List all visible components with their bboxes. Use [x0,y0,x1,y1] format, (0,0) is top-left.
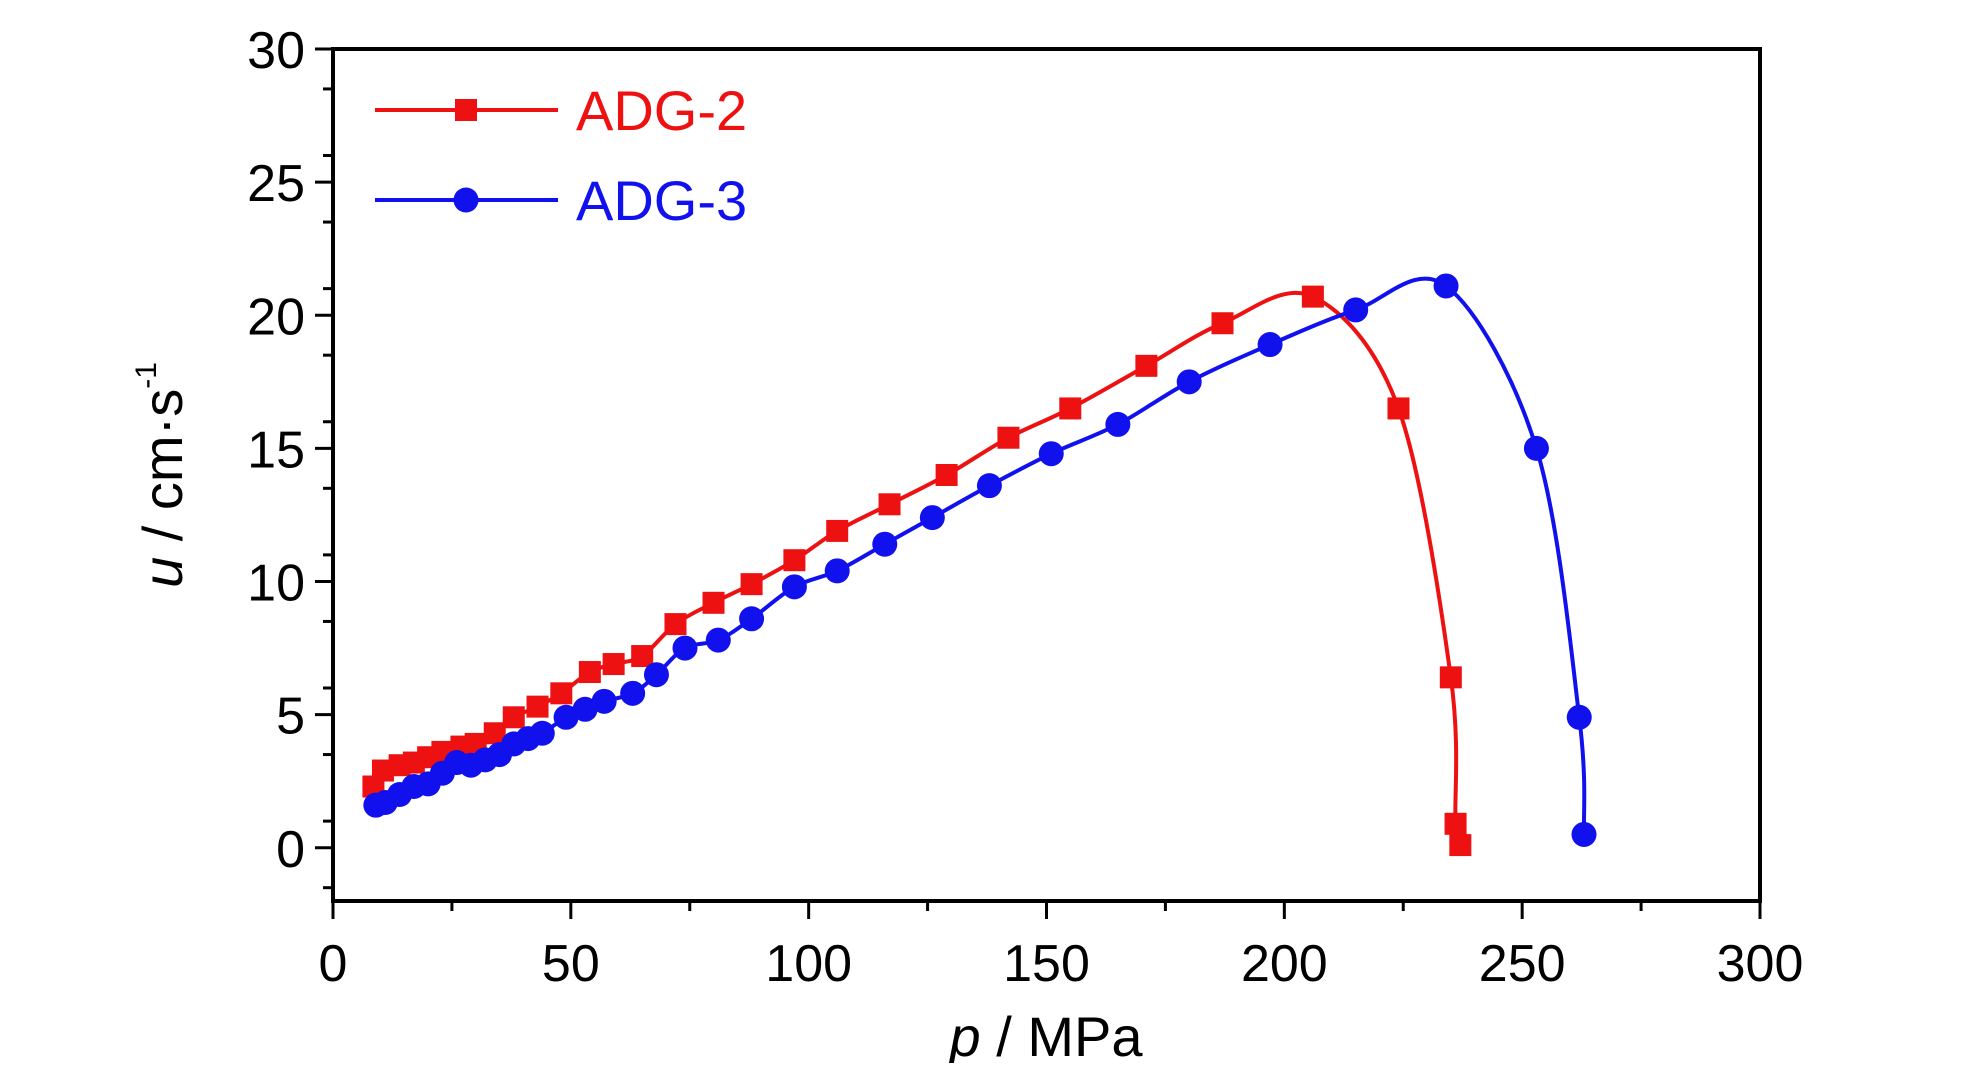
data-point-ADG-3 [781,574,807,600]
data-point-ADG-3 [643,662,669,688]
data-point-ADG-2 [1387,397,1410,420]
y-tick-label: 20 [247,288,305,346]
data-point-ADG-3 [1571,821,1597,847]
data-point-ADG-2 [1211,312,1234,335]
series-ADG-2 [362,285,1472,857]
data-point-ADG-3 [672,635,698,661]
data-point-ADG-2 [740,573,763,596]
legend: ADG-2 ADG-3 [375,79,747,232]
y-tick-label: 25 [247,155,305,213]
x-tick-label: 200 [1241,935,1328,993]
data-point-ADG-3 [824,558,850,584]
x-axis: 0 50 100 150 200 250 300 [319,901,1804,993]
y-tick-label: 5 [276,688,305,746]
data-point-ADG-2 [483,722,506,745]
data-point-ADG-3 [1433,273,1459,299]
data-point-ADG-2 [1449,834,1472,857]
y-tick-label: 15 [247,421,305,479]
data-point-ADG-2 [783,549,806,572]
data-point-ADG-2 [1444,812,1467,835]
data-point-ADG-3 [1038,441,1064,467]
data-point-ADG-3 [739,606,765,632]
y-axis-exponent: -1 [130,362,163,389]
data-point-ADG-2 [578,661,601,684]
y-axis: 0 5 10 15 20 25 30 [247,22,333,890]
data-point-ADG-2 [1135,354,1158,377]
data-point-ADG-2 [550,682,573,705]
data-point-ADG-3 [1257,332,1283,358]
data-point-ADG-2 [664,613,687,636]
data-point-ADG-3 [1176,369,1202,395]
plot-frame [331,47,1762,903]
series-line-ADG-2 [371,290,1463,847]
data-point-ADG-2 [935,464,958,486]
y-tick-label: 10 [247,555,305,613]
data-point-ADG-2 [631,645,654,668]
series-layer [362,273,1597,857]
x-axis-title: p / MPa [948,1005,1144,1063]
data-point-ADG-3 [591,688,617,714]
y-axis-title: u / cm·s-1 [130,362,194,588]
legend-marker [455,99,477,121]
x-axis-variable: p [948,1005,981,1063]
y-tick-label: 0 [276,821,305,879]
data-point-ADG-3 [705,627,731,653]
data-point-ADG-2 [878,493,901,516]
x-tick-label: 250 [1479,935,1566,993]
x-tick-label: 50 [542,935,600,993]
x-tick-label: 0 [319,935,348,993]
data-point-ADG-2 [997,426,1020,449]
x-tick-label: 100 [765,935,852,993]
y-tick-label: 30 [247,22,305,80]
y-axis-unit: / cm·s [131,389,194,557]
data-point-ADG-2 [702,591,725,614]
y-axis-variable: u [131,557,194,588]
x-tick-label: 150 [1003,935,1090,993]
data-point-ADG-3 [529,720,555,746]
data-point-ADG-2 [526,695,549,718]
data-point-ADG-2 [1301,285,1324,308]
data-point-ADG-3 [872,531,898,557]
x-axis-unit: / MPa [981,1005,1144,1063]
data-point-ADG-3 [1566,704,1592,730]
legend-item-ADG-3: ADG-3 [375,169,747,232]
data-point-ADG-3 [620,680,646,706]
legend-marker [453,187,479,213]
data-point-ADG-3 [572,696,598,722]
data-point-ADG-2 [1059,397,1082,420]
series-ADG-3 [363,273,1597,847]
legend-label: ADG-3 [576,169,747,232]
data-point-ADG-2 [826,519,849,542]
x-tick-label: 300 [1717,935,1804,993]
data-point-ADG-3 [1523,435,1549,461]
legend-label: ADG-2 [576,79,747,142]
legend-item-ADG-2: ADG-2 [375,79,747,142]
data-point-ADG-3 [1343,297,1369,323]
data-point-ADG-3 [976,473,1002,499]
data-point-ADG-3 [1105,411,1131,437]
data-point-ADG-3 [919,505,945,531]
data-point-ADG-2 [371,759,394,782]
data-point-ADG-2 [602,653,625,676]
series-line-ADG-3 [375,276,1587,835]
data-point-ADG-2 [502,706,525,729]
data-point-ADG-2 [1439,666,1462,689]
data-point-ADG-3 [553,704,579,730]
